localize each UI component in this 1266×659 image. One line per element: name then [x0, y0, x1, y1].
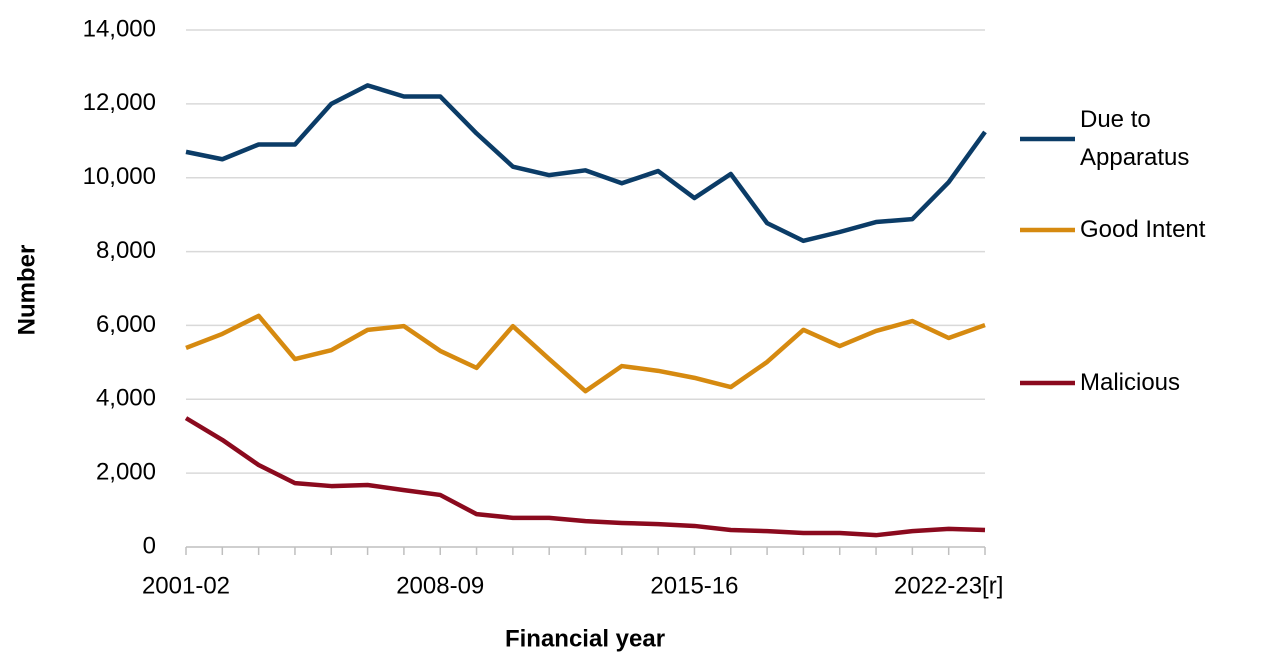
legend-label: Due to Apparatus	[1080, 106, 1190, 171]
y-tick-label: 12,000	[83, 89, 156, 116]
x-axis-title: Financial year	[505, 625, 665, 652]
x-tick-label: 2022-23[r]	[894, 572, 1003, 599]
x-tick-label: 2008-09	[396, 572, 484, 599]
series-line	[184, 416, 986, 538]
x-tick-label: 2015-16	[650, 572, 738, 599]
y-tick-label: 6,000	[96, 311, 156, 338]
y-tick-label: 2,000	[96, 458, 156, 485]
y-axis-title: Number	[13, 245, 40, 336]
y-tick-label: 0	[143, 532, 156, 559]
series-line	[185, 83, 987, 244]
y-tick-label: 14,000	[83, 15, 156, 42]
x-tick-label: 2001-02	[142, 572, 230, 599]
series-line	[185, 313, 986, 394]
y-tick-label: 4,000	[96, 385, 156, 412]
y-tick-label: 10,000	[83, 163, 156, 190]
legend-label: Malicious	[1080, 369, 1181, 396]
legend-label: Good Intent	[1080, 216, 1206, 243]
y-tick-label: 8,000	[96, 237, 156, 264]
